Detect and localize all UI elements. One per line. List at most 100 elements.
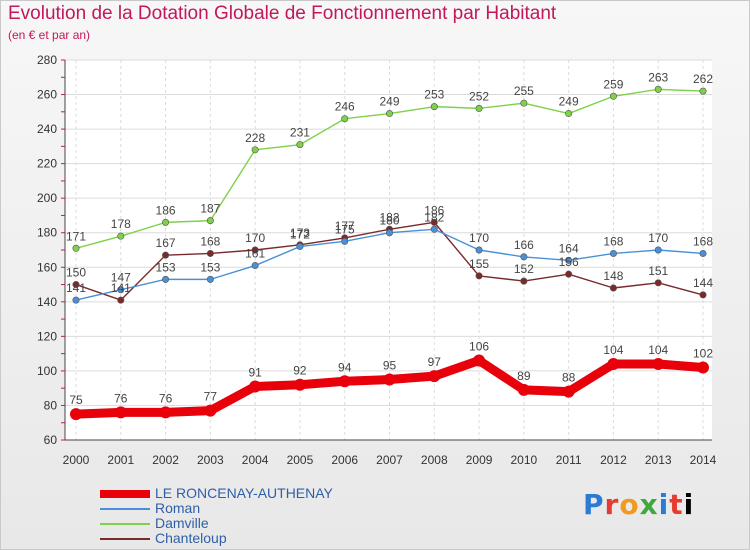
- data-point: [162, 275, 170, 283]
- data-label: 150: [66, 266, 86, 280]
- data-point: [72, 281, 80, 289]
- data-label: 166: [514, 238, 534, 252]
- data-point: [565, 270, 573, 278]
- data-point: [117, 286, 125, 294]
- data-point: [565, 110, 573, 118]
- data-label: 164: [559, 241, 579, 255]
- x-tick-label: 2002: [152, 453, 179, 467]
- data-point: [607, 358, 620, 370]
- data-point: [251, 146, 259, 154]
- data-label: 168: [200, 234, 220, 248]
- data-label: 167: [156, 236, 176, 250]
- data-point: [654, 246, 662, 254]
- y-tick-label: 80: [44, 398, 58, 412]
- legend-swatch: [100, 508, 150, 510]
- data-label: 152: [514, 262, 534, 276]
- chart-subtitle: (en € et par an): [8, 28, 91, 42]
- data-label: 252: [469, 89, 489, 103]
- data-point: [296, 141, 304, 149]
- x-tick-label: 2006: [331, 453, 358, 467]
- data-point: [430, 103, 438, 111]
- data-point: [520, 253, 528, 261]
- data-label: 95: [383, 359, 397, 373]
- data-point: [72, 296, 80, 304]
- y-tick-label: 200: [37, 191, 57, 205]
- data-label: 153: [200, 260, 220, 274]
- data-point: [385, 229, 393, 237]
- data-label: 170: [245, 231, 265, 245]
- data-label: 182: [424, 210, 444, 224]
- data-label: 253: [424, 88, 444, 102]
- x-tick-label: 2012: [600, 453, 627, 467]
- y-tick-label: 240: [37, 122, 57, 136]
- data-label: 249: [559, 95, 579, 109]
- data-label: 106: [469, 340, 489, 354]
- data-point: [473, 354, 486, 367]
- data-point: [475, 272, 483, 280]
- data-label: 168: [693, 234, 713, 248]
- data-point: [699, 291, 707, 299]
- legend-label: Roman: [155, 500, 201, 516]
- data-label: 186: [424, 203, 444, 217]
- data-point: [70, 408, 82, 421]
- data-point: [385, 110, 393, 118]
- data-label: 102: [693, 346, 713, 360]
- data-point: [562, 385, 575, 398]
- data-label: 151: [648, 264, 668, 278]
- legend-swatch: [100, 523, 150, 525]
- x-tick-label: 2009: [466, 453, 493, 467]
- data-label: 153: [156, 260, 176, 274]
- data-point: [162, 251, 170, 259]
- data-label: 180: [379, 214, 399, 228]
- data-label: 88: [562, 371, 576, 385]
- data-point: [430, 218, 438, 226]
- data-label: 263: [648, 70, 668, 84]
- data-label: 255: [514, 84, 534, 98]
- data-label: 187: [200, 202, 220, 216]
- y-tick-label: 220: [37, 157, 57, 171]
- data-label: 141: [111, 281, 131, 295]
- y-tick-label: 280: [37, 53, 57, 67]
- y-tick-label: 260: [37, 88, 57, 102]
- data-label: 94: [338, 360, 352, 374]
- data-label: 246: [335, 100, 355, 114]
- data-point: [383, 373, 396, 386]
- proxiti-logo: Proxiti: [583, 488, 695, 521]
- data-point: [428, 370, 441, 383]
- y-tick-label: 140: [37, 295, 57, 309]
- legend-label: LE RONCENAY-AUTHENAY: [155, 485, 333, 501]
- legend-label: Damville: [155, 515, 209, 531]
- x-tick-label: 2005: [287, 453, 314, 467]
- data-label: 75: [69, 393, 83, 407]
- legend-swatch: [100, 490, 150, 498]
- data-label: 249: [379, 95, 399, 109]
- data-point: [249, 380, 262, 393]
- data-point: [162, 218, 170, 226]
- data-label: 76: [159, 391, 173, 405]
- y-tick-label: 180: [37, 226, 57, 240]
- x-tick-label: 2010: [511, 453, 538, 467]
- data-label: 168: [603, 234, 623, 248]
- data-point: [652, 358, 665, 370]
- data-point: [475, 246, 483, 254]
- y-tick-label: 160: [37, 260, 57, 274]
- data-point: [697, 361, 709, 374]
- data-point: [565, 256, 573, 264]
- data-label: 89: [517, 369, 531, 383]
- x-tick-label: 2001: [107, 453, 134, 467]
- y-tick-label: 60: [44, 433, 58, 447]
- data-label: 147: [111, 271, 131, 285]
- x-tick-label: 2008: [421, 453, 448, 467]
- legend-label: Chanteloup: [155, 530, 227, 546]
- data-point: [341, 237, 349, 245]
- data-point: [609, 249, 617, 257]
- data-label: 155: [469, 257, 489, 271]
- x-tick-label: 2000: [63, 453, 90, 467]
- data-point: [475, 104, 483, 112]
- data-label: 259: [603, 77, 623, 91]
- data-point: [699, 249, 707, 257]
- data-point: [117, 296, 125, 304]
- data-label: 77: [204, 390, 218, 404]
- data-label: 144: [693, 276, 713, 290]
- data-point: [699, 87, 707, 95]
